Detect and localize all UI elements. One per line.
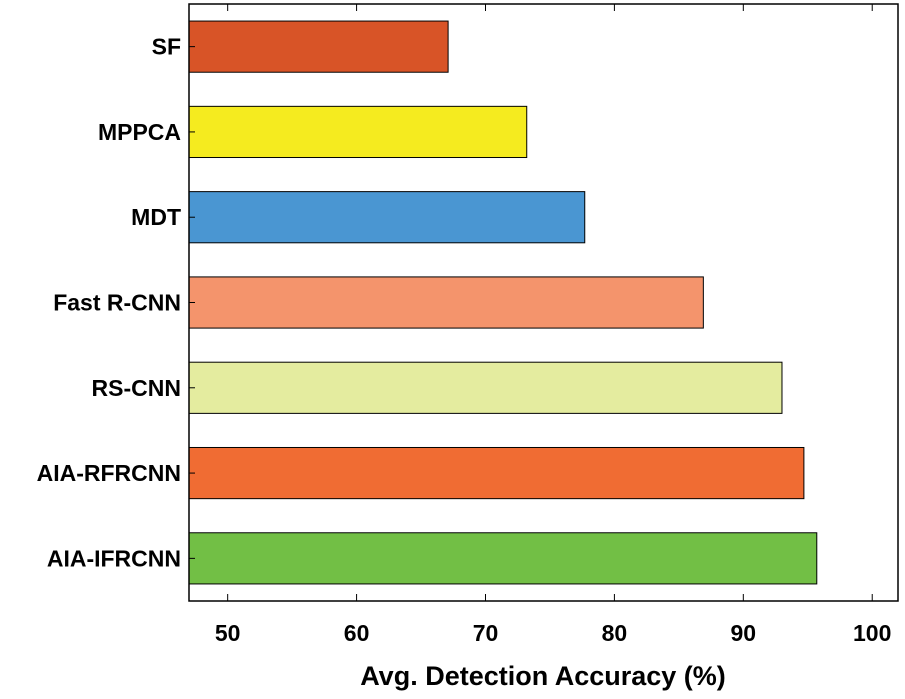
category-label: RS-CNN [92, 375, 181, 401]
category-label: SF [152, 34, 181, 60]
category-label: AIA-IFRCNN [47, 545, 181, 571]
category-label: Fast R-CNN [53, 290, 181, 316]
category-label: MDT [131, 204, 181, 230]
bar-aia-ifrcnn [188, 532, 818, 585]
x-axis-title: Avg. Detection Accuracy (%) [360, 661, 726, 691]
x-tick-label: 80 [602, 620, 628, 646]
x-tick-label: 90 [731, 620, 757, 646]
category-label: MPPCA [98, 119, 181, 145]
bars-layer [188, 20, 818, 585]
x-tick-label: 100 [853, 620, 891, 646]
category-label: AIA-RFRCNN [37, 460, 181, 486]
bar-rs-cnn [188, 361, 783, 414]
x-tick-label: 70 [473, 620, 499, 646]
bar-mdt [188, 191, 586, 244]
bar-sf [188, 20, 449, 73]
bar-fast-r-cnn [188, 276, 704, 329]
x-tick-label: 50 [215, 620, 241, 646]
x-tick-label: 60 [344, 620, 370, 646]
y-axis-category-labels: SF MPPCA MDT Fast R-CNN RS-CNN AIA-RFRCNN AIA-… [37, 34, 181, 572]
x-axis-ticks: 50 60 70 80 90 100 [189, 4, 891, 646]
bar-mppca [188, 105, 528, 159]
bar-aia-rfrcnn [188, 446, 805, 500]
